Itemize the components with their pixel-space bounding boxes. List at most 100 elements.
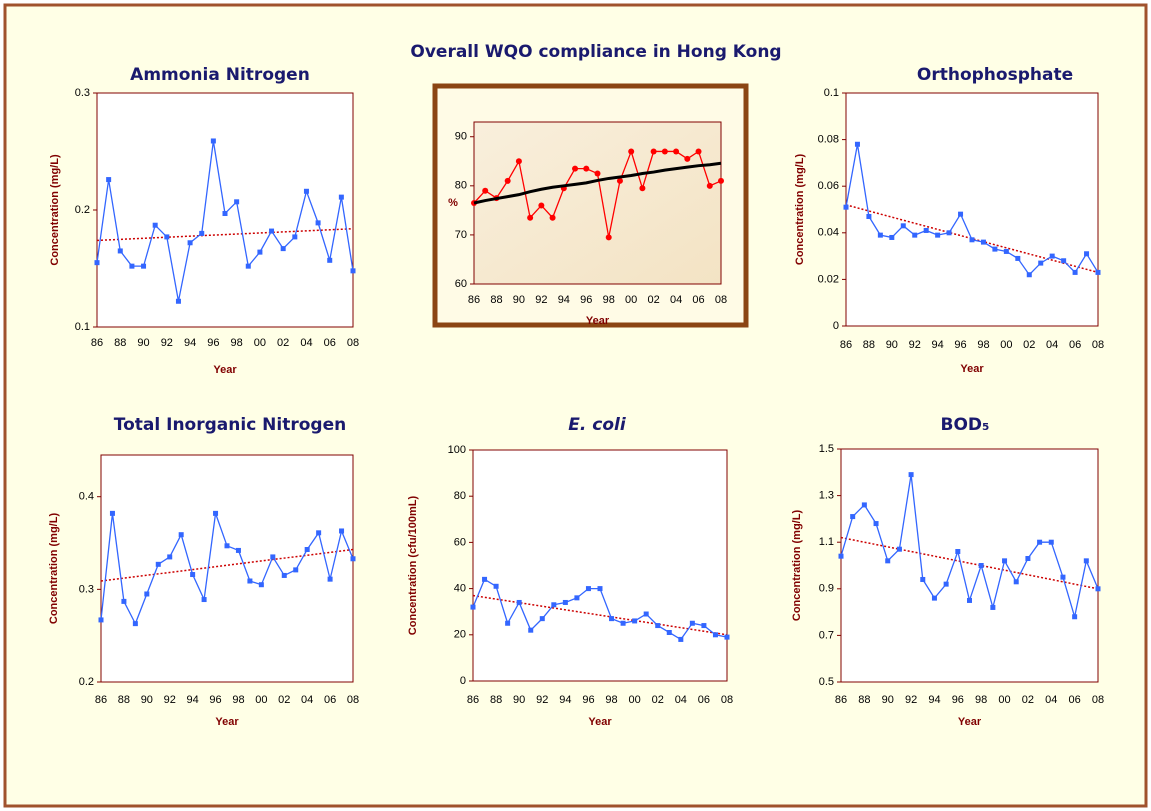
- x-tick-label: 04: [670, 294, 682, 306]
- x-tick-label: 06: [324, 337, 336, 349]
- y-tick-label: 0.04: [818, 227, 839, 239]
- point: [528, 627, 534, 633]
- x-tick-label: 90: [882, 694, 894, 706]
- x-tick-label: 88: [490, 694, 502, 706]
- x-tick-label: 92: [164, 694, 176, 706]
- point: [187, 240, 193, 246]
- x-tick-label: 98: [603, 294, 615, 306]
- series-line: [473, 161, 722, 205]
- x-tick-label: 04: [1045, 694, 1057, 706]
- point: [190, 572, 196, 578]
- x-tick-label: 94: [928, 694, 940, 706]
- point: [175, 298, 181, 304]
- plot-area: [845, 92, 1099, 327]
- x-tick-label: 94: [184, 337, 196, 349]
- point: [350, 268, 356, 274]
- x-tick-label: 08: [1092, 694, 1104, 706]
- x-tick-label: 08: [347, 694, 359, 706]
- point: [628, 148, 635, 155]
- point: [222, 211, 228, 217]
- point: [861, 502, 867, 508]
- point: [712, 632, 718, 638]
- point: [338, 194, 344, 200]
- x-tick-label: 02: [1023, 339, 1035, 351]
- y-tick-label: 90: [455, 131, 467, 143]
- y-axis-label: Concentration (mg/L): [48, 513, 60, 625]
- x-tick-label: 98: [605, 694, 617, 706]
- trend-line: [845, 204, 1099, 274]
- point: [684, 155, 691, 162]
- y-tick-label: 0.7: [819, 629, 834, 641]
- trend-line: [96, 227, 354, 242]
- point: [210, 138, 216, 144]
- x-tick-label: 96: [582, 694, 594, 706]
- y-tick-label: 0.3: [79, 583, 94, 595]
- point: [247, 578, 253, 584]
- x-tick-label: 92: [536, 694, 548, 706]
- x-tick-label: 00: [254, 337, 266, 349]
- x-tick-label: 06: [324, 694, 336, 706]
- point: [1095, 586, 1101, 592]
- x-tick-label: 02: [277, 337, 289, 349]
- point: [235, 547, 241, 553]
- point: [167, 554, 173, 560]
- x-tick-label: 92: [909, 339, 921, 351]
- y-tick-label: 0.1: [75, 321, 90, 333]
- x-tick-label: 94: [187, 694, 199, 706]
- point: [539, 616, 545, 622]
- point: [620, 620, 626, 626]
- x-tick-label: 88: [118, 694, 130, 706]
- point: [515, 158, 522, 165]
- y-tick-label: 20: [454, 629, 466, 641]
- y-tick-label: 100: [448, 444, 466, 456]
- x-tick-label: 06: [1069, 339, 1081, 351]
- x-tick-label: 88: [858, 694, 870, 706]
- point: [1060, 574, 1066, 580]
- x-tick-label: 90: [513, 694, 525, 706]
- y-tick-label: 0.02: [818, 273, 839, 285]
- point: [661, 148, 668, 155]
- point: [838, 553, 844, 559]
- point: [724, 634, 730, 640]
- point: [1002, 558, 1008, 564]
- y-tick-label: 0.1: [824, 87, 839, 99]
- x-tick-label: 00: [629, 694, 641, 706]
- x-tick-label: 92: [905, 694, 917, 706]
- x-tick-label: 88: [490, 294, 502, 306]
- x-tick-label: 96: [952, 694, 964, 706]
- point: [958, 211, 964, 217]
- point: [1048, 539, 1054, 545]
- x-tick-label: 02: [1022, 694, 1034, 706]
- point: [98, 617, 104, 623]
- chart-title: Overall WQO compliance in Hong Kong: [410, 42, 781, 62]
- point: [315, 220, 321, 226]
- point: [293, 567, 299, 573]
- x-tick-label: 86: [95, 694, 107, 706]
- point: [482, 576, 488, 582]
- x-tick-label: 94: [558, 294, 570, 306]
- x-tick-label: 00: [625, 294, 637, 306]
- point: [885, 558, 891, 564]
- point: [350, 556, 356, 562]
- point: [955, 549, 961, 555]
- trend-line: [472, 594, 728, 636]
- x-tick-label: 86: [840, 339, 852, 351]
- x-tick-label: 86: [91, 337, 103, 349]
- point: [1026, 272, 1032, 278]
- point: [129, 263, 135, 269]
- chart-title: E. coli: [568, 415, 627, 435]
- point: [632, 618, 638, 624]
- point: [992, 246, 998, 252]
- point: [164, 234, 170, 240]
- x-tick-label: 88: [114, 337, 126, 349]
- point: [562, 599, 568, 605]
- point: [574, 595, 580, 601]
- chart-title: BOD₅: [941, 415, 990, 435]
- point: [1072, 614, 1078, 620]
- point: [270, 554, 276, 560]
- x-tick-label: 04: [301, 694, 313, 706]
- point: [1084, 251, 1090, 257]
- point: [1003, 248, 1009, 254]
- point: [224, 543, 230, 549]
- y-tick-label: 1.3: [819, 490, 834, 502]
